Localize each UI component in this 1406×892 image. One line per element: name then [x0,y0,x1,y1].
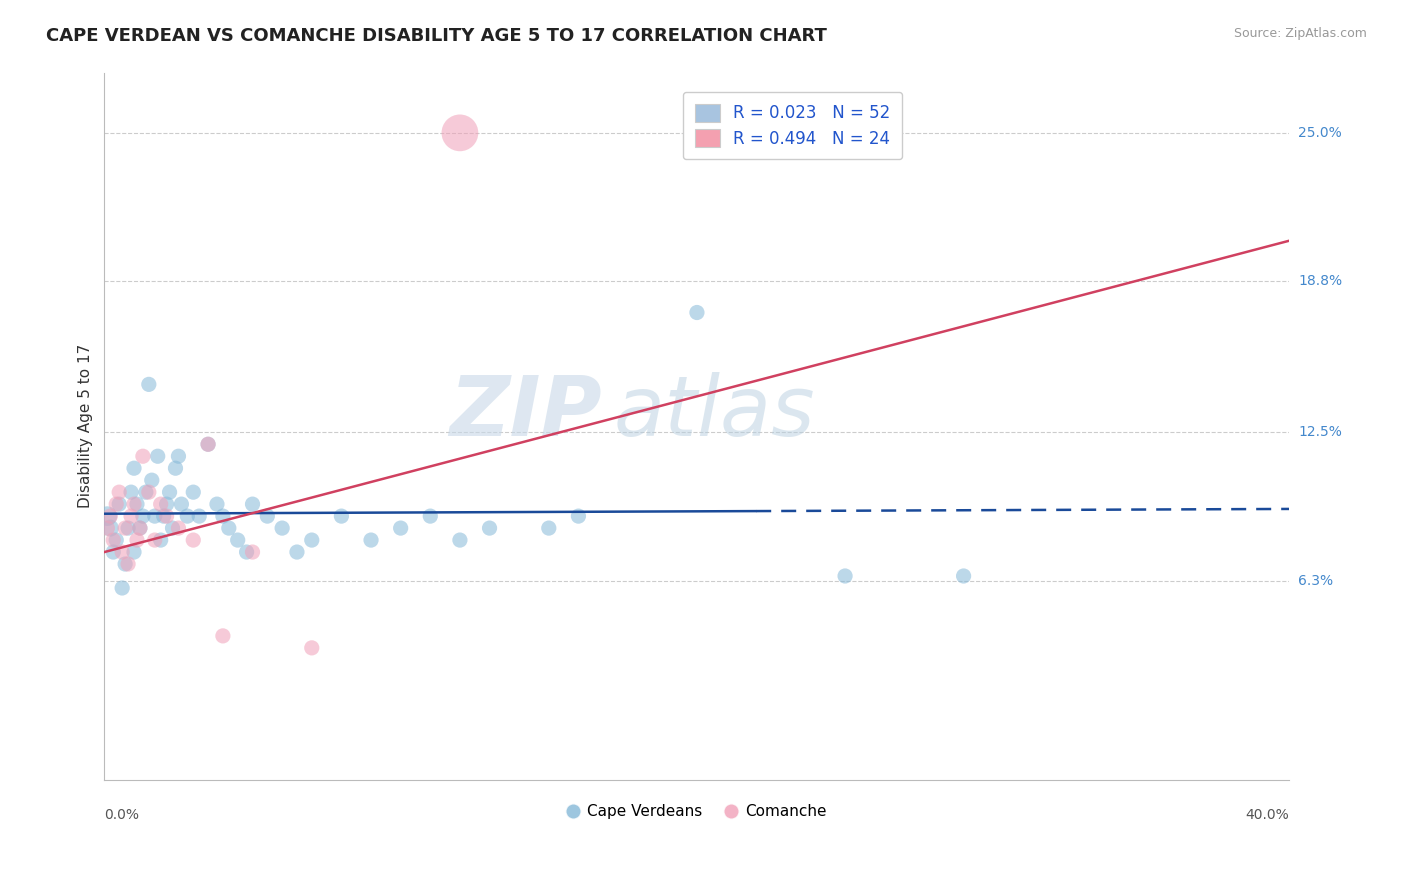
Point [135,485,157,500]
Point [170,497,193,511]
Point [181,533,204,547]
Point [141,473,163,487]
Point [103,545,125,559]
Text: atlas: atlas [614,372,815,452]
Point [686,305,709,319]
Point [96,509,118,524]
Point [143,533,166,547]
Point [218,521,240,535]
Point [98,521,121,535]
Point [834,569,856,583]
Text: 12.5%: 12.5% [1298,425,1343,439]
Point [478,521,501,535]
Point [419,509,441,524]
Point [165,461,187,475]
Point [271,521,294,535]
Point [301,533,323,547]
Point [205,497,228,511]
Text: Source: ZipAtlas.com: Source: ZipAtlas.com [1233,27,1367,40]
Point [129,521,152,535]
Point [301,640,323,655]
Point [105,497,128,511]
Text: 18.8%: 18.8% [1298,275,1343,288]
Point [132,509,155,524]
Point [285,545,308,559]
Text: 40.0%: 40.0% [1246,808,1289,822]
Point [188,509,211,524]
Point [212,629,235,643]
Point [226,533,249,547]
Legend: Cape Verdeans, Comanche: Cape Verdeans, Comanche [561,797,832,825]
Text: ZIP: ZIP [450,372,602,452]
Point [132,449,155,463]
Point [149,497,172,511]
Text: 6.3%: 6.3% [1298,574,1333,588]
Point [330,509,353,524]
Point [120,485,142,500]
Point [138,377,160,392]
Point [212,509,235,524]
Point [167,521,190,535]
Point [256,509,278,524]
Point [143,509,166,524]
Point [176,509,198,524]
Point [181,485,204,500]
Point [108,497,131,511]
Point [149,533,172,547]
Point [197,437,219,451]
Point [360,533,382,547]
Point [117,521,139,535]
Point [155,509,177,524]
Point [122,461,145,475]
Text: 0.0%: 0.0% [104,808,139,822]
Point [105,533,128,547]
Text: CAPE VERDEAN VS COMANCHE DISABILITY AGE 5 TO 17 CORRELATION CHART: CAPE VERDEAN VS COMANCHE DISABILITY AGE … [46,27,827,45]
Point [952,569,974,583]
Point [103,533,125,547]
Point [152,509,174,524]
Point [242,497,264,511]
Point [125,533,148,547]
Point [389,521,412,535]
Point [146,449,169,463]
Point [122,545,145,559]
Y-axis label: Disability Age 5 to 17: Disability Age 5 to 17 [79,344,93,508]
Point [125,497,148,511]
Point [111,545,134,559]
Point [114,557,136,571]
Point [235,545,257,559]
Point [162,521,184,535]
Point [114,521,136,535]
Point [567,509,589,524]
Point [98,509,121,524]
Point [138,485,160,500]
Text: 25.0%: 25.0% [1298,126,1343,140]
Point [129,521,152,535]
Point [120,509,142,524]
Point [117,557,139,571]
Point [449,533,471,547]
Point [155,497,177,511]
Point [159,485,181,500]
Point [242,545,264,559]
Point [122,497,145,511]
Point [108,485,131,500]
Point [167,449,190,463]
Point [197,437,219,451]
Point [111,581,134,595]
Point [96,521,118,535]
Point [449,126,471,140]
Point [537,521,560,535]
